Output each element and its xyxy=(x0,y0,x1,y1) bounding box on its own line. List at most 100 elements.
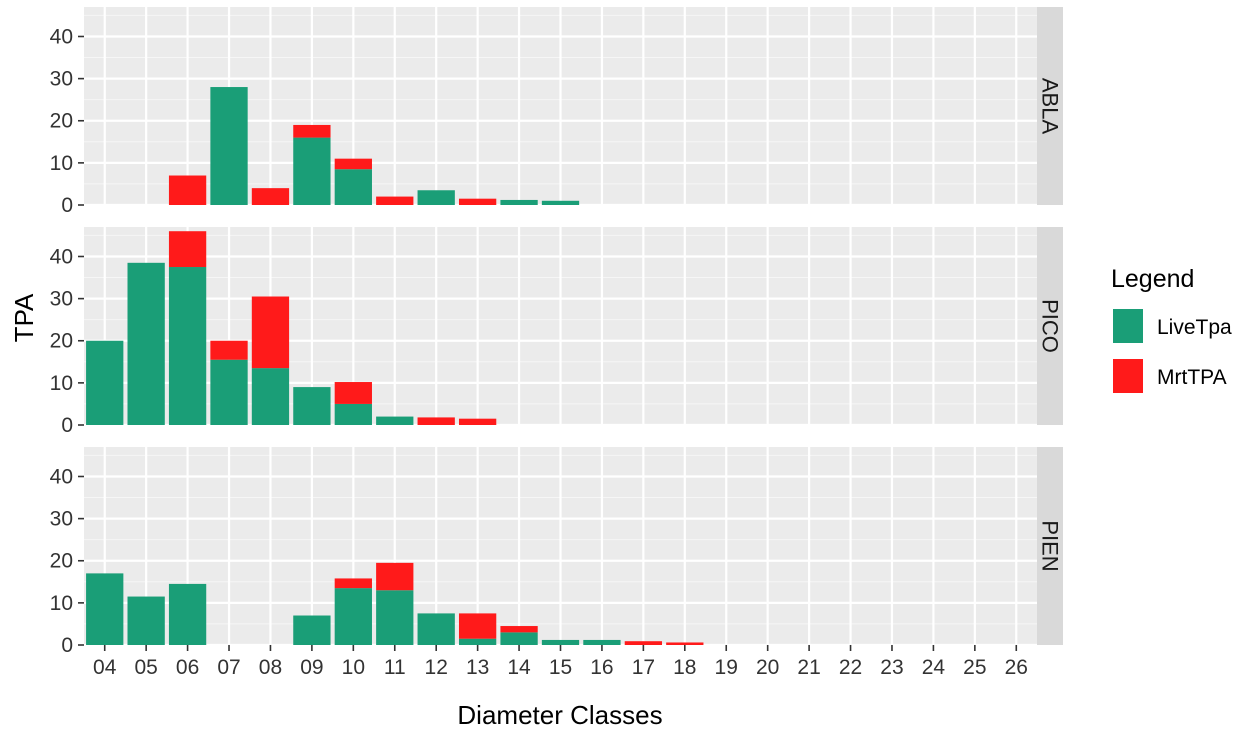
bar-pico-livetpa-04 xyxy=(86,340,124,425)
x-tick-label: 04 xyxy=(93,656,117,679)
bar-pico-livetpa-06 xyxy=(168,267,207,425)
bar-pien-livetpa-14 xyxy=(500,632,538,645)
bar-pico-livetpa-07 xyxy=(210,359,248,425)
bar-abla-livetpa-09 xyxy=(293,137,331,205)
bar-pico-mrttpa-06 xyxy=(168,231,207,268)
x-tick-label: 20 xyxy=(756,656,779,679)
legend-label-mrttpa: MrtTPA xyxy=(1157,366,1227,389)
facet-strip-label-pico: PICO xyxy=(1038,299,1063,353)
y-tick-label: 30 xyxy=(50,508,73,531)
x-tick-label: 17 xyxy=(632,656,655,679)
bar-pien-livetpa-09 xyxy=(293,615,331,645)
y-tick-label: 30 xyxy=(50,288,73,311)
bar-pien-mrttpa-10 xyxy=(334,578,372,589)
y-tick-label: 40 xyxy=(50,25,73,48)
y-tick-label: 30 xyxy=(50,68,73,91)
bar-pien-mrttpa-14 xyxy=(500,626,538,633)
legend-key-mrttpa xyxy=(1113,359,1143,393)
y-tick-label: 10 xyxy=(50,372,73,395)
bar-pien-livetpa-15 xyxy=(541,639,580,645)
bar-pico-livetpa-08 xyxy=(251,368,290,425)
y-tick-label: 20 xyxy=(50,110,73,133)
y-tick-label: 40 xyxy=(50,245,73,268)
x-tick-label: 13 xyxy=(466,656,489,679)
x-tick-label: 14 xyxy=(507,656,531,679)
bar-pien-livetpa-10 xyxy=(334,588,372,645)
legend: Legend LiveTpa MrtTPA xyxy=(1111,265,1232,393)
x-tick-label: 22 xyxy=(839,656,862,679)
bar-abla-livetpa-14 xyxy=(500,199,538,205)
bar-pien-livetpa-05 xyxy=(127,596,165,645)
x-tick-label: 16 xyxy=(590,656,613,679)
bar-pico-mrttpa-07 xyxy=(210,340,248,360)
x-tick-label: 05 xyxy=(134,656,157,679)
bar-pien-livetpa-06 xyxy=(168,583,207,645)
bar-abla-mrttpa-10 xyxy=(334,158,372,170)
x-tick-label: 10 xyxy=(342,656,365,679)
x-tick-label: 21 xyxy=(797,656,820,679)
bar-abla-mrttpa-13 xyxy=(458,198,497,205)
x-tick-label: 19 xyxy=(715,656,738,679)
panel-pico: 0 10 20 30 40 PICO xyxy=(50,227,1063,437)
x-tick-label: 24 xyxy=(922,656,946,679)
legend-label-livetpa: LiveTpa xyxy=(1157,316,1232,339)
panels: 0 10 20 30 40 ABLA 0 10 20 30 40 PICO 0 10 20 30 40 PIEN xyxy=(50,7,1063,657)
bar-pien-mrttpa-18 xyxy=(666,642,704,645)
x-tick-label: 26 xyxy=(1005,656,1028,679)
facet-strip xyxy=(1037,227,1063,425)
facet-strip xyxy=(1037,447,1063,645)
x-tick-label: 15 xyxy=(549,656,572,679)
y-tick-label: 10 xyxy=(50,152,73,175)
panel-pien: 0 10 20 30 40 PIEN xyxy=(50,447,1063,657)
bar-abla-livetpa-15 xyxy=(541,200,580,205)
y-tick-label: 20 xyxy=(50,550,73,573)
bar-abla-mrttpa-09 xyxy=(293,124,331,138)
bar-pien-livetpa-16 xyxy=(583,639,621,645)
bar-pien-livetpa-13 xyxy=(458,638,497,645)
bar-pico-livetpa-11 xyxy=(376,416,414,425)
x-tick-label: 23 xyxy=(880,656,903,679)
bar-pico-livetpa-10 xyxy=(334,403,372,425)
x-tick-label: 09 xyxy=(300,656,323,679)
legend-title: Legend xyxy=(1111,265,1194,293)
bar-abla-mrttpa-08 xyxy=(251,188,290,205)
bar-abla-livetpa-10 xyxy=(334,169,372,205)
panel-abla: 0 10 20 30 40 ABLA xyxy=(50,7,1063,217)
bar-pico-livetpa-05 xyxy=(127,262,165,425)
x-axis-title: Diameter Classes xyxy=(457,700,662,730)
facet-strip-label-abla: ABLA xyxy=(1038,78,1063,135)
bar-pien-mrttpa-17 xyxy=(624,641,663,645)
bar-abla-livetpa-07 xyxy=(210,87,248,205)
bar-pien-mrttpa-11 xyxy=(376,562,414,591)
bar-pien-mrttpa-13 xyxy=(458,613,497,639)
bar-abla-livetpa-12 xyxy=(417,190,455,205)
x-tick-label: 25 xyxy=(963,656,986,679)
y-tick-label: 10 xyxy=(50,592,73,615)
x-tick-label: 12 xyxy=(425,656,448,679)
bar-pien-livetpa-11 xyxy=(376,590,414,645)
bar-pien-livetpa-04 xyxy=(86,573,124,645)
x-tick-label: 08 xyxy=(259,656,282,679)
facet-strip-label-pien: PIEN xyxy=(1038,520,1063,571)
x-axis: 04 05 06 07 08 09 10 11 12 13 14 15 16 17 18 19 20 21 22 23… xyxy=(93,645,1028,679)
bar-pico-livetpa-09 xyxy=(293,387,331,425)
x-tick-label: 11 xyxy=(384,656,406,679)
y-tick-label: 40 xyxy=(50,465,73,488)
bar-pico-mrttpa-13 xyxy=(458,418,497,425)
facet-strip xyxy=(1037,7,1063,205)
y-tick-label: 0 xyxy=(61,414,73,437)
bar-abla-mrttpa-06 xyxy=(168,175,207,205)
y-tick-label: 20 xyxy=(50,330,73,353)
bar-pico-mrttpa-10 xyxy=(334,382,372,404)
x-tick-label: 07 xyxy=(217,656,240,679)
x-tick-label: 06 xyxy=(176,656,199,679)
y-axis-title: TPA xyxy=(9,293,39,342)
legend-key-livetpa xyxy=(1113,309,1143,343)
bar-abla-mrttpa-11 xyxy=(376,196,414,205)
x-tick-label: 18 xyxy=(673,656,696,679)
bar-pico-mrttpa-12 xyxy=(417,417,455,425)
y-tick-label: 0 xyxy=(61,634,73,657)
bar-pico-mrttpa-08 xyxy=(251,296,290,369)
bar-pien-livetpa-12 xyxy=(417,613,455,645)
